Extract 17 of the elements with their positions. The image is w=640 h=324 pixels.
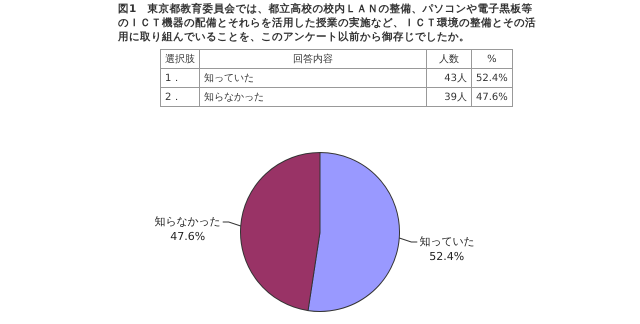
text: 43人 [426, 68, 472, 88]
text: 回答内容 [200, 50, 426, 68]
text: 人数 [426, 50, 472, 68]
text: 1． [160, 68, 200, 88]
data-label: 52.4% [429, 250, 464, 263]
text: 選択肢 [160, 50, 200, 68]
slice-label: 知っていた [419, 234, 474, 248]
text: % [472, 50, 512, 68]
text: 47.6% [476, 92, 508, 102]
text: 52.4% [476, 72, 508, 84]
slice-label: 知らなかった [154, 214, 221, 228]
text: 2． [160, 88, 200, 106]
text: 39人 [426, 88, 472, 106]
chart-title: 図1 東京都教育委員会では、都立高校の校内ＬＡＮの整備、パソコンや電子黒板等のＩＣＴ機器の配備とそれらを活用した授業の実施など、ＩＣＴ環境の整備とその活用に取り組んでいることを、このアンケート以前から御存じでしたか。 [118, 2, 537, 44]
data-label: 47.6% [170, 230, 206, 243]
category-label: 知っていた [204, 73, 254, 84]
slice-label: 知らなかった [200, 88, 426, 106]
